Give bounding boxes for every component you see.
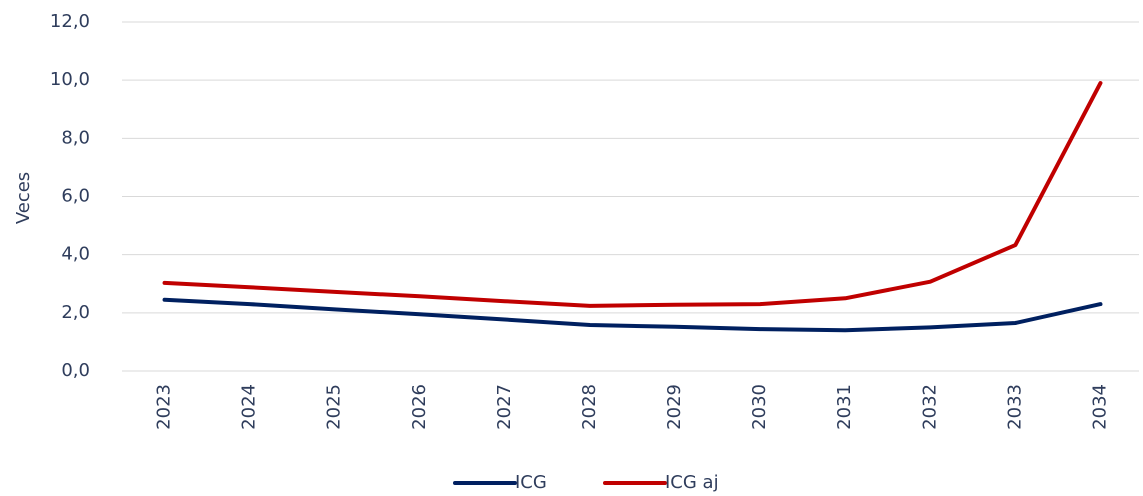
- x-tick-label: 2023: [154, 384, 175, 430]
- y-tick-label: 6,0: [61, 186, 90, 207]
- x-tick-label: 2028: [579, 384, 600, 430]
- y-tick-label: 2,0: [61, 302, 90, 323]
- x-tick-label: 2030: [749, 384, 770, 430]
- x-tick-label: 2033: [1004, 384, 1025, 430]
- y-tick-label: 0,0: [61, 360, 90, 381]
- x-tick-label: 2026: [409, 384, 430, 430]
- legend-label: ICG aj: [665, 472, 719, 493]
- line-series: [162, 297, 1103, 333]
- y-tick-label: 8,0: [61, 127, 90, 148]
- legend-label: ICG: [515, 472, 547, 493]
- x-tick-label: 2027: [494, 384, 515, 430]
- y-axis-label: Veces: [13, 172, 34, 224]
- x-tick-label: 2029: [664, 384, 685, 430]
- y-tick-label: 10,0: [50, 69, 90, 90]
- y-tick-label: 4,0: [61, 244, 90, 265]
- x-tick-label: 2024: [239, 384, 260, 430]
- line-series: [162, 81, 1103, 308]
- x-tick-label: 2031: [834, 384, 855, 430]
- y-tick-label: 12,0: [50, 11, 90, 32]
- x-tick-label: 2034: [1089, 384, 1110, 430]
- x-tick-label: 2025: [324, 384, 345, 430]
- x-tick-label: 2032: [919, 384, 940, 430]
